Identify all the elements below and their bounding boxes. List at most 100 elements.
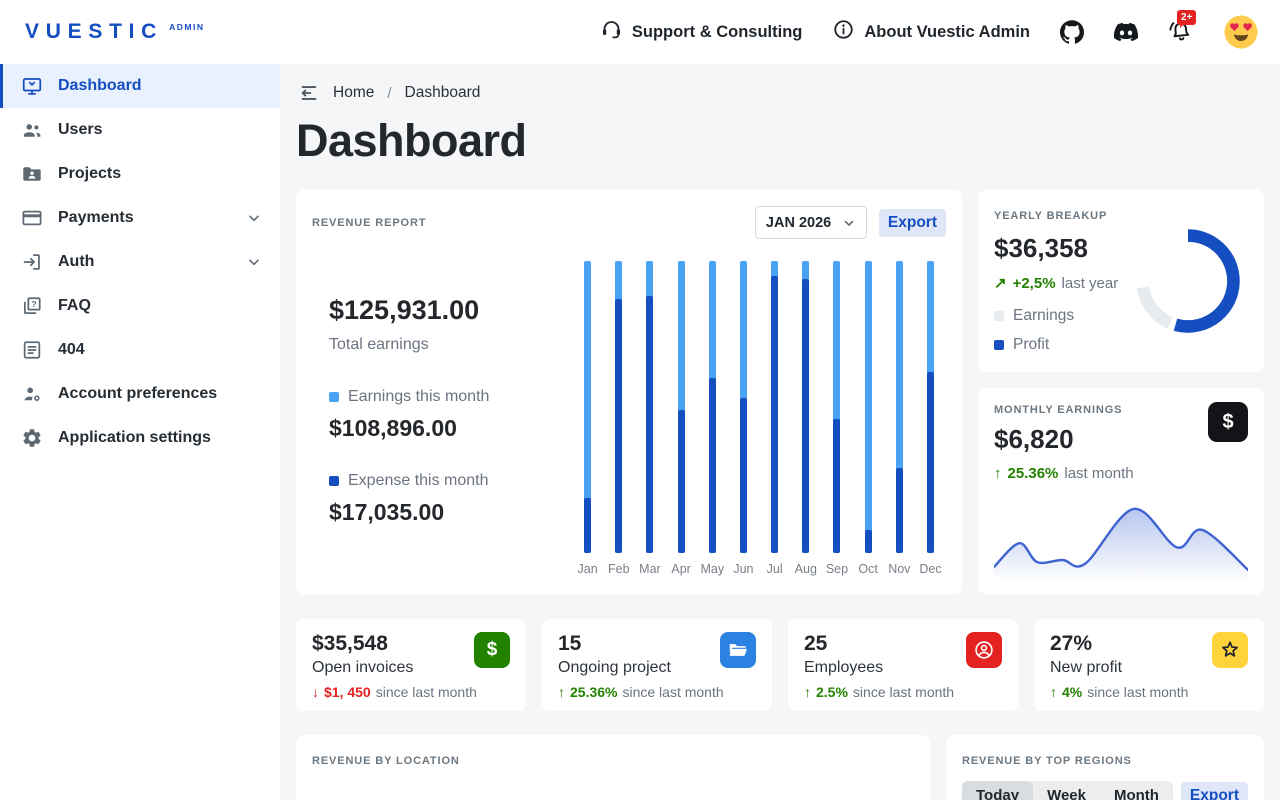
monthly-earnings-value: $6,820 — [994, 424, 1074, 454]
discord-icon[interactable] — [1114, 20, 1138, 44]
projects-icon — [23, 167, 41, 181]
github-icon[interactable] — [1060, 20, 1084, 44]
month-select[interactable]: JAN 2026 — [754, 206, 867, 239]
yearly-breakup-card: YEARLY BREAKUP $36,358 ↗ +2,5% last year… — [978, 190, 1264, 372]
bar-apr — [666, 261, 697, 553]
bar-label: Feb — [607, 562, 630, 576]
bar-label: Apr — [671, 562, 691, 576]
arrow-up-icon: ↑ — [994, 465, 1002, 482]
filter-today-button[interactable]: Today — [962, 781, 1034, 800]
filter-month-button[interactable]: Month — [1100, 781, 1173, 800]
revenue-by-top-regions-card: REVENUE BY TOP REGIONS Today Week Month … — [946, 735, 1264, 800]
logo-suffix: ADMIN — [169, 22, 205, 32]
stat-delta-suffix: since last month — [1087, 684, 1189, 700]
monthly-delta-value: 25.36% — [1007, 465, 1059, 482]
filter-week-button[interactable]: Week — [1033, 781, 1100, 800]
revenue-export-button[interactable]: Export — [878, 208, 946, 237]
revenue-by-top-regions-title: REVENUE BY TOP REGIONS — [962, 755, 1132, 767]
arrow-up-icon: ↑ — [804, 684, 811, 700]
breadcrumb-home[interactable]: Home — [333, 84, 375, 101]
support-consulting-link[interactable]: Support & Consulting — [600, 18, 802, 46]
dashboard-icon — [22, 78, 42, 95]
expense-legend-swatch — [329, 476, 339, 486]
month-select-value: JAN 2026 — [765, 214, 832, 231]
total-earnings-label: Total earnings — [329, 336, 429, 353]
stat-delta-value: 25.36% — [570, 684, 618, 700]
stat-label: Ongoing project — [558, 659, 671, 676]
faq-icon: ? — [23, 297, 41, 315]
revenue-bar-labels: Jan Feb Mar Apr May Jun Jul Aug Sep Oct Nov Dec — [572, 562, 946, 576]
donut-slice-earnings — [1136, 286, 1173, 329]
svg-text:?: ? — [31, 299, 36, 309]
article-icon — [23, 341, 41, 359]
headset-icon — [600, 18, 623, 46]
stat-label: Open invoices — [312, 659, 414, 676]
donut-slice-profit — [1173, 229, 1240, 333]
arrow-down-icon: ↓ — [312, 684, 319, 700]
bar-label: Jan — [577, 562, 598, 576]
sidebar-item-label: Application settings — [58, 429, 211, 446]
regions-export-button[interactable]: Export — [1180, 781, 1248, 800]
expense-month-value: $17,035.00 — [329, 499, 445, 525]
arrow-up-icon: ↑ — [558, 684, 565, 700]
sidebar-item-404[interactable]: 404 — [0, 328, 280, 372]
revenue-summary: $125,931.00 Total earnings Earnings this… — [312, 243, 554, 578]
stats-row: $35,548 Open invoices ↓ $1, 450 since la… — [296, 619, 1264, 711]
arrow-up-right-icon: ↗ — [994, 275, 1007, 292]
sidebar-item-auth[interactable]: Auth — [0, 240, 280, 284]
expense-legend-label: Expense this month — [348, 472, 489, 489]
stat-label: Employees — [804, 659, 884, 676]
area-line — [994, 507, 1248, 571]
sidebar-item-account-preferences[interactable]: Account preferences — [0, 372, 280, 416]
sidebar-item-label: Account preferences — [58, 385, 218, 402]
yearly-breakup-donut-chart — [1136, 229, 1240, 333]
earnings-legend-swatch — [329, 392, 339, 402]
collapse-sidebar-icon[interactable] — [298, 82, 320, 104]
about-vuestic-link[interactable]: About Vuestic Admin — [832, 18, 1030, 46]
sidebar-item-application-settings[interactable]: Application settings — [0, 416, 280, 460]
sidebar-item-payments[interactable]: Payments — [0, 196, 280, 240]
stat-value: 27% — [1050, 632, 1093, 655]
stat-card-employees: 25 Employees ↑ 2.5% since last month — [788, 619, 1018, 711]
bar-label: Mar — [639, 562, 661, 576]
bar-jul — [759, 261, 790, 553]
bar-label: May — [700, 562, 725, 576]
sidebar-item-dashboard[interactable]: Dashboard — [0, 64, 280, 108]
yearly-delta-suffix: last year — [1061, 274, 1119, 292]
revenue-bar-chart: Jan Feb Mar Apr May Jun Jul Aug Sep Oct Nov Dec — [572, 243, 946, 578]
stat-value: 15 — [558, 632, 582, 655]
stat-delta-value: $1, 450 — [324, 684, 371, 700]
legend-earnings: Earnings — [994, 307, 1118, 325]
chevron-down-icon — [249, 215, 259, 222]
monthly-delta: ↑ 25.36% last month — [994, 465, 1248, 482]
bar-dec — [915, 261, 946, 553]
earnings-legend-label: Earnings this month — [348, 388, 490, 405]
sidebar-item-label: Payments — [58, 209, 134, 226]
sidebar-item-projects[interactable]: Projects — [0, 152, 280, 196]
sidebar-item-users[interactable]: Users — [0, 108, 280, 152]
user-avatar[interactable] — [1224, 15, 1258, 49]
sidebar-item-label: Dashboard — [58, 77, 142, 94]
page-title: Dashboard — [296, 115, 527, 166]
yearly-delta-value: +2,5% — [1012, 274, 1056, 292]
bar-label: Dec — [919, 562, 942, 576]
info-icon — [832, 18, 855, 46]
sidebar-item-label: Users — [58, 121, 103, 138]
monthly-earnings-title: MONTHLY EARNINGS — [994, 404, 1123, 416]
notifications-bell-icon[interactable]: 2+ — [1168, 10, 1197, 45]
navbar: VUESTIC ADMIN Support & Consulting — [0, 0, 1280, 64]
legend-profit: Profit — [994, 336, 1118, 354]
support-consulting-label: Support & Consulting — [631, 22, 803, 41]
vuestic-logo[interactable]: VUESTIC ADMIN — [25, 21, 205, 43]
stat-delta-suffix: since last month — [375, 684, 477, 700]
main-content: Home / Dashboard Dashboard REVENUE REPOR… — [280, 64, 1280, 800]
navbar-actions: Support & Consulting About Vuestic Admin — [600, 10, 1258, 49]
dollar-icon: $ — [474, 632, 510, 668]
sidebar-item-faq[interactable]: ? FAQ — [0, 284, 280, 328]
stat-card-open-invoices: $35,548 Open invoices ↓ $1, 450 since la… — [296, 619, 526, 711]
legend-profit-label: Profit — [1013, 336, 1050, 353]
bar-mar — [634, 261, 665, 553]
dollar-glyph: $ — [486, 639, 498, 660]
auth-login-icon — [23, 254, 40, 270]
breadcrumb-current[interactable]: Dashboard — [404, 84, 481, 101]
